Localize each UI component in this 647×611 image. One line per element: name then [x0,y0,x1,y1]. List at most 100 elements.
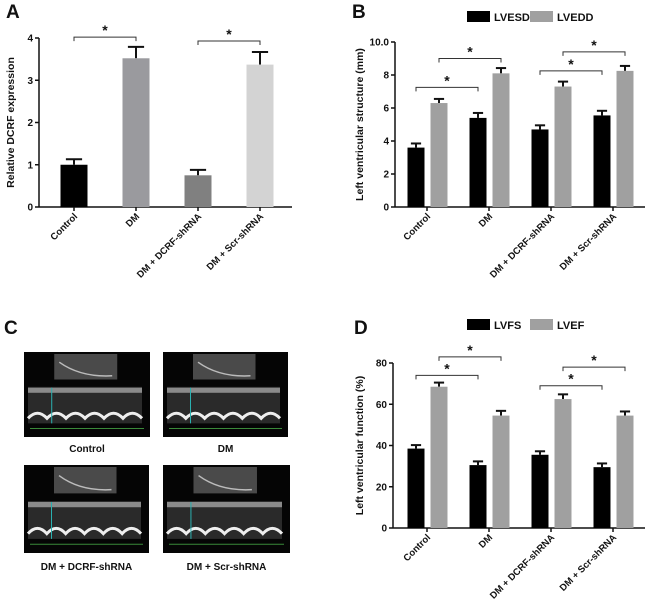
x-tick-label: Control [401,211,433,243]
legend-label-lvfs: LVFS [494,320,521,332]
y-tick-label: 40 [376,441,388,452]
x-tick-label: DM + Scr-shRNA [205,211,266,272]
bar-lvfs-2 [531,454,549,528]
m-mode-top-wall [28,501,141,508]
significance-bracket [197,40,261,45]
legend-swatch-lvedd [530,11,553,22]
bar-lvef-2 [554,399,572,528]
y-tick-label: 2 [27,118,33,129]
significance-star: * [591,37,597,53]
significance-bracket [415,86,479,92]
x-tick-label: Control [401,532,433,564]
y-tick-label: 4 [27,34,33,45]
m-mode-wall-trace [26,526,143,536]
bar-lvfs-3 [593,467,611,528]
y-tick-label: 1 [27,160,33,171]
significance-bracket [415,374,479,380]
echocardiography-panel-c: Control DM DM + DCRF-shRNA DM + Scr-shRNA [24,352,290,573]
y-tick-label: 2 [383,170,389,181]
x-tick-label: DM + Scr-shRNA [558,211,619,272]
significance-bracket [562,366,626,372]
significance-star: * [467,44,473,60]
legend-label-lvef: LVEF [557,320,585,332]
legend-swatch-lvesd [467,11,490,22]
y-axis-label: Left ventricular structure (mm) [354,48,366,201]
y-tick-label: 60 [376,400,388,411]
significance-bracket [438,58,502,63]
bar-1 [122,58,150,207]
x-tick-label: DM + DCRF-shRNA [488,532,557,601]
significance-star: * [444,360,450,376]
bar-3 [246,64,274,208]
y-tick-label: 4 [383,137,389,148]
legend-label-lvesd: LVESD [494,12,530,24]
m-mode-top-wall [167,387,280,393]
significance-star: * [591,352,597,368]
significance-star: * [102,22,108,38]
significance-star: * [226,26,232,42]
bar-lvedd-1 [492,73,510,207]
y-tick-label: 0 [27,203,33,214]
m-mode-top-wall [167,501,282,508]
significance-bracket [438,356,502,361]
bar-lvesd-3 [593,115,611,207]
panel-label-d: D [354,318,368,339]
bar-lvedd-2 [554,86,572,207]
y-tick-label: 0 [381,524,387,535]
y-tick-label: 80 [376,359,388,370]
chart-b-left-ventricular-structure: 0 2 4 6 8 10.0 Left ventricular structure (mm)… [354,11,645,281]
bar-lvef-3 [616,415,634,528]
echo-label: DM [218,444,234,455]
bar-lvesd-0 [407,147,425,207]
significance-bracket [539,70,603,75]
echo-label: DM + Scr-shRNA [187,562,267,573]
x-tick-label: DM + DCRF-shRNA [135,211,204,280]
significance-star: * [467,342,473,358]
significance-bracket [73,36,137,42]
b-mode-wall [198,474,252,491]
legend-label-lvedd: LVEDD [557,12,594,24]
m-mode-top-wall [28,387,142,393]
bar-2 [184,175,212,207]
bar-0 [60,164,88,207]
chart-d-left-ventricular-function: 0 20 40 60 80 Left ventricular function (%) Co… [354,319,645,602]
significance-bracket [539,385,603,390]
x-tick-label: DM + Scr-shRNA [558,532,619,593]
y-axis-label: Left ventricular function (%) [354,376,366,515]
echo-label: Control [69,444,105,455]
b-mode-wall [58,361,113,377]
bar-lvesd-2 [531,129,549,207]
m-mode-wall-trace [26,411,144,421]
y-tick-label: 6 [383,104,389,115]
b-mode-view [54,467,117,494]
x-tick-label: DM [477,532,495,550]
y-tick-label: 0 [383,203,389,214]
y-tick-label: 10.0 [370,38,390,49]
y-axis-label: Relative DCRF expression [5,57,17,188]
b-mode-wall [58,474,112,491]
bar-lvesd-1 [469,117,487,207]
significance-star: * [568,371,574,387]
panel-label-b: B [352,2,366,23]
significance-bracket [562,51,626,56]
bar-lvedd-3 [616,70,634,207]
m-mode-wall-trace [165,411,282,421]
significance-star: * [568,56,574,72]
y-tick-label: 8 [383,71,389,82]
x-tick-label: DM [124,211,142,229]
b-mode-wall [197,361,251,377]
b-mode-view [193,467,257,494]
echo-label: DM + DCRF-shRNA [41,562,132,573]
bar-lvfs-0 [407,448,425,528]
panel-label-c: C [4,318,18,339]
bar-lvef-1 [492,415,510,528]
legend-swatch-lvfs [467,319,490,330]
echo-image-2 [24,465,149,553]
x-tick-label: Control [48,211,80,243]
x-tick-label: DM + DCRF-shRNA [488,211,557,280]
bar-lvef-0 [430,386,448,528]
y-tick-label: 3 [27,76,33,87]
bar-lvfs-1 [469,465,487,528]
